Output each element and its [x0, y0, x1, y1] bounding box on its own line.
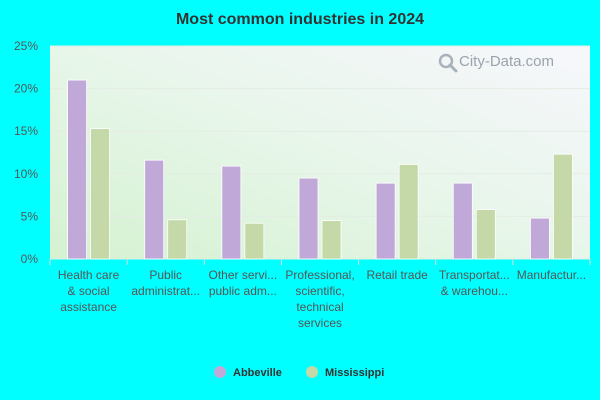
- x-category-label: Manufactur...: [517, 268, 586, 282]
- bar-mississippi[interactable]: [90, 128, 110, 260]
- bar-mississippi[interactable]: [553, 153, 573, 260]
- watermark-magnifier-icon: [438, 53, 458, 73]
- legend-label: Mississippi: [325, 367, 384, 379]
- watermark-text: City-Data.com: [459, 53, 554, 70]
- y-tick-label: 0%: [21, 252, 39, 266]
- bar-abbeville[interactable]: [375, 182, 396, 260]
- y-tick-label: 5%: [21, 209, 39, 223]
- x-category-label: Retail trade: [366, 268, 428, 282]
- bar-mississippi[interactable]: [244, 222, 265, 260]
- x-category-label: Professional, scientific, technical service…: [285, 268, 354, 330]
- x-category-label: Health care & social assistance: [58, 268, 120, 314]
- watermark: City-Data.com: [438, 53, 554, 73]
- y-tick-label: 25%: [14, 39, 38, 53]
- plot-area: [50, 46, 590, 259]
- y-axis-ticks: 0% 5% 10% 15% 20% 25%: [14, 39, 38, 266]
- bar-mississippi[interactable]: [475, 209, 496, 260]
- bar-abbeville[interactable]: [530, 217, 550, 260]
- bar-abbeville[interactable]: [144, 159, 165, 260]
- x-axis-labels: Health care & social assistance Public admin…: [49, 259, 591, 330]
- legend-swatch: [306, 366, 318, 378]
- y-tick-label: 20%: [14, 82, 38, 96]
- bar-mississippi[interactable]: [167, 219, 188, 260]
- legend-item-abbeville[interactable]: Abbeville: [214, 366, 282, 379]
- y-tick-label: 10%: [14, 167, 38, 181]
- chart-title: Most common industries in 2024: [176, 11, 424, 28]
- bar-abbeville[interactable]: [67, 79, 87, 260]
- x-category-label: Public administrat...: [131, 268, 200, 298]
- bars: [67, 79, 573, 260]
- bar-abbeville[interactable]: [298, 177, 319, 260]
- legend: Abbeville Mississippi: [214, 366, 384, 379]
- y-tick-label: 15%: [14, 124, 38, 138]
- legend-swatch: [214, 366, 226, 378]
- bar-mississippi[interactable]: [321, 220, 342, 260]
- bar-abbeville[interactable]: [452, 182, 473, 260]
- legend-item-mississippi[interactable]: Mississippi: [306, 366, 384, 379]
- legend-label: Abbeville: [233, 367, 282, 379]
- x-category-label: Other servi... public adm...: [209, 268, 278, 298]
- gridlines: [50, 45, 590, 260]
- bar-mississippi[interactable]: [398, 164, 419, 260]
- x-category-label: Transportat... & warehou...: [439, 268, 510, 298]
- bar-abbeville[interactable]: [221, 165, 242, 260]
